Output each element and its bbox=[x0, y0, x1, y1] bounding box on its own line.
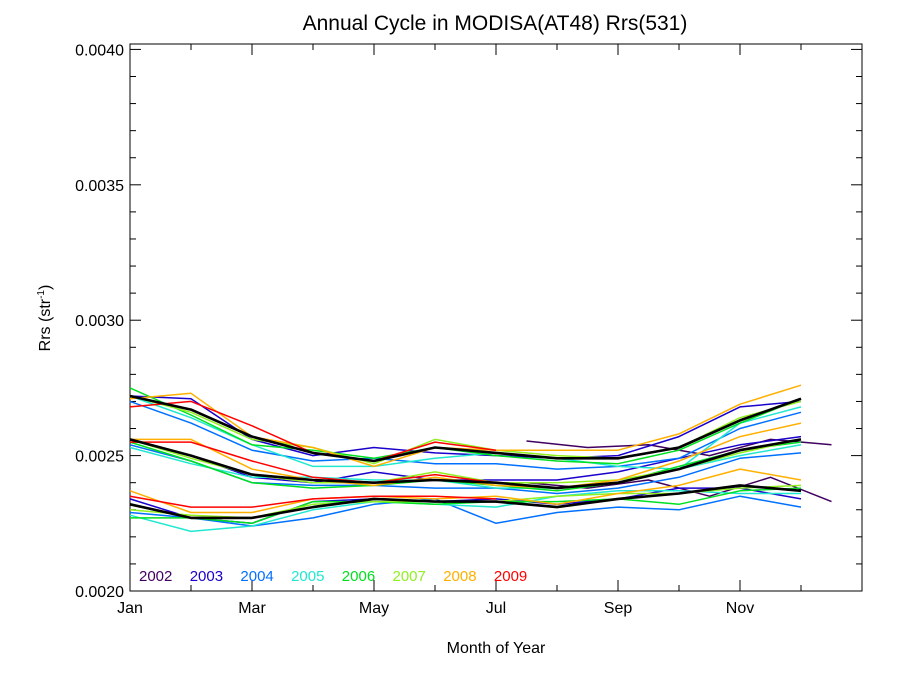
series-2003 bbox=[129, 395, 802, 525]
plot-frame bbox=[129, 43, 863, 592]
y-tick-label: 0.0040 bbox=[75, 42, 124, 59]
tick-labels: Jan Mar May Jul Sep Nov 0.0020 0.0025 0.0030 0.00… bbox=[75, 42, 754, 617]
mean-line-2 bbox=[129, 484, 802, 520]
chart-title: Annual Cycle in MODISA(AT48) Rrs(531) bbox=[303, 12, 688, 35]
y-axis-label: Rrs (str-1) bbox=[36, 285, 54, 352]
y-tick-label: 0.0035 bbox=[75, 178, 124, 195]
series-2003-line-1 bbox=[129, 435, 802, 484]
mean-line-1 bbox=[129, 438, 802, 490]
legend-item-2006: 2006 bbox=[342, 568, 375, 585]
legend-item-2004: 2004 bbox=[240, 568, 273, 585]
x-tick-label: Jan bbox=[117, 600, 143, 617]
x-tick-label: May bbox=[359, 600, 389, 617]
series-2006-line-0 bbox=[129, 387, 802, 465]
y-tick-label: 0.0030 bbox=[75, 313, 124, 330]
x-tick-label: Sep bbox=[604, 600, 633, 617]
x-axis-label: Month of Year bbox=[447, 640, 546, 657]
legend: 2002 2003 2004 2005 2006 2007 2008 2009 bbox=[139, 568, 527, 585]
y-axis-label-superscript: -1 bbox=[36, 290, 47, 299]
series-2009-line-2 bbox=[129, 495, 497, 508]
legend-item-2007: 2007 bbox=[393, 568, 426, 585]
mean-line-0 bbox=[129, 394, 802, 463]
legend-item-2002: 2002 bbox=[139, 568, 172, 585]
series-layer bbox=[129, 384, 832, 533]
legend-item-2005: 2005 bbox=[291, 568, 324, 585]
axis-ticks bbox=[129, 44, 863, 592]
x-tick-label: Nov bbox=[726, 600, 754, 617]
series-2006-line-1 bbox=[129, 441, 802, 492]
legend-item-2003: 2003 bbox=[190, 568, 223, 585]
y-tick-label: 0.0025 bbox=[75, 449, 124, 466]
series-2004-line-2 bbox=[129, 495, 802, 527]
series-2009-line-1 bbox=[130, 441, 497, 484]
y-axis-label-end: ) bbox=[37, 285, 54, 290]
y-tick-label: 0.0020 bbox=[75, 584, 124, 601]
legend-item-2009: 2009 bbox=[494, 568, 527, 585]
x-tick-label: Mar bbox=[238, 600, 266, 617]
legend-item-2008: 2008 bbox=[443, 568, 476, 585]
y-axis-label-base: Rrs (str bbox=[37, 298, 54, 351]
x-tick-label: Jul bbox=[486, 600, 506, 617]
series-2004-line-0 bbox=[129, 400, 802, 470]
series-2008-line-0 bbox=[129, 384, 802, 468]
series-2006-line-2 bbox=[130, 487, 802, 525]
series-mean bbox=[129, 394, 802, 520]
series-2006 bbox=[129, 387, 802, 525]
